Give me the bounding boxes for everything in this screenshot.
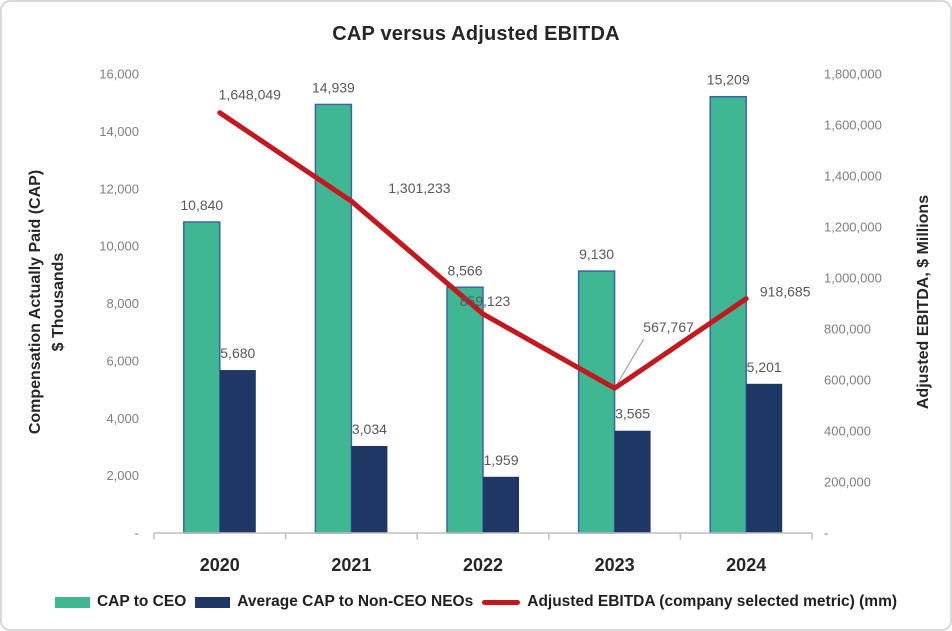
x-axis-label-2022: 2022 xyxy=(463,555,503,575)
ebitda-point-label-2020: 1,648,049 xyxy=(219,87,281,103)
bar-cap-to-ceo-2021 xyxy=(314,103,353,534)
legend-label-cap-to-ceo: CAP to CEO xyxy=(96,593,187,610)
legend-swatch-cap-to-ceo xyxy=(54,596,90,608)
bar-cap-to-ceo-2024 xyxy=(709,95,747,534)
right-axis-tick-label: 1,200,000 xyxy=(824,220,882,235)
right-axis-tick-label: 1,000,000 xyxy=(824,271,882,286)
left-axis-tick-label: 4,000 xyxy=(106,411,139,426)
bar-value-label-ceo-2021: 14,939 xyxy=(312,79,355,95)
bar-value-label-neo-2023: 3,565 xyxy=(615,406,650,422)
x-axis-label-2020: 2020 xyxy=(200,555,240,575)
right-axis-tick-label: 800,000 xyxy=(824,322,871,337)
legend-item-non-ceo-neos: Average CAP to Non-CEO NEOs xyxy=(195,593,473,611)
x-axis-label-2024: 2024 xyxy=(726,555,766,575)
ebitda-point-label-2022: 859,123 xyxy=(460,293,511,309)
bar-value-label-neo-2020: 5,680 xyxy=(220,345,255,361)
right-axis-tick-label: - xyxy=(824,526,828,541)
legend-item-cap-to-ceo: CAP to CEO xyxy=(54,593,187,611)
bar-value-label-neo-2024: 5,201 xyxy=(747,359,782,375)
bar-non-ceo-neos-2021 xyxy=(351,445,388,533)
right-axis-tick-label: 1,800,000 xyxy=(824,67,882,82)
bar-value-label-neo-2022: 1,959 xyxy=(483,452,518,468)
bar-cap-to-ceo-2020 xyxy=(183,221,221,534)
left-axis-tick-label: 6,000 xyxy=(106,353,139,368)
left-axis-tick-label: 12,000 xyxy=(99,181,139,196)
adjusted-ebitda-line xyxy=(217,110,749,391)
legend-label-adjusted-ebitda: Adjusted EBITDA (company selected metric… xyxy=(527,593,898,610)
bar-non-ceo-neos-2022 xyxy=(483,476,519,533)
chart-title: CAP versus Adjusted EBITDA xyxy=(332,23,620,45)
legend-swatch-non-ceo-neos xyxy=(195,596,231,608)
ebitda-point-label-2024: 918,685 xyxy=(760,284,811,300)
legend: CAP to CEO Average CAP to Non-CEO NEOs A… xyxy=(2,593,950,611)
legend-swatch-adjusted-ebitda-line xyxy=(482,599,521,605)
right-axis-tick-label: 200,000 xyxy=(824,475,871,490)
bar-non-ceo-neos-2020 xyxy=(219,370,256,533)
left-axis-tick-label: 2,000 xyxy=(106,468,139,483)
bar-value-label-ceo-2023: 9,130 xyxy=(579,246,614,262)
bar-non-ceo-neos-2023 xyxy=(614,430,651,533)
legend-label-non-ceo-neos: Average CAP to Non-CEO NEOs xyxy=(237,593,474,610)
bar-cap-to-ceo-2023 xyxy=(577,270,616,534)
right-axis-tick-label: 1,600,000 xyxy=(824,118,882,133)
ebitda-point-label-2021: 1,301,233 xyxy=(388,180,450,196)
left-axis-tick-label: 14,000 xyxy=(99,124,139,139)
bar-value-label-neo-2021: 3,034 xyxy=(352,421,387,437)
bar-non-ceo-neos-2024 xyxy=(746,383,783,533)
legend-item-adjusted-ebitda: Adjusted EBITDA (company selected metric… xyxy=(482,593,897,611)
bar-cap-to-ceo-2022 xyxy=(446,286,484,534)
left-axis-tick-label: - xyxy=(135,526,139,541)
bar-value-label-ceo-2022: 8,566 xyxy=(447,262,482,278)
ebitda-point-label-2023: 567,767 xyxy=(643,319,694,335)
x-axis-label-2023: 2023 xyxy=(595,555,635,575)
left-axis-tick-label: 16,000 xyxy=(99,67,139,82)
label-leader-line xyxy=(617,338,645,384)
left-axis-tick-label: 8,000 xyxy=(106,296,139,311)
x-axis-label-2021: 2021 xyxy=(331,555,371,575)
right-axis-tick-label: 400,000 xyxy=(824,424,871,439)
right-axis-tick-label: 1,400,000 xyxy=(824,169,882,184)
bar-value-label-ceo-2024: 15,209 xyxy=(707,72,750,88)
bar-value-label-ceo-2020: 10,840 xyxy=(180,197,223,213)
left-axis-tick-label: 10,000 xyxy=(99,239,139,254)
right-axis-tick-label: 600,000 xyxy=(824,373,871,388)
